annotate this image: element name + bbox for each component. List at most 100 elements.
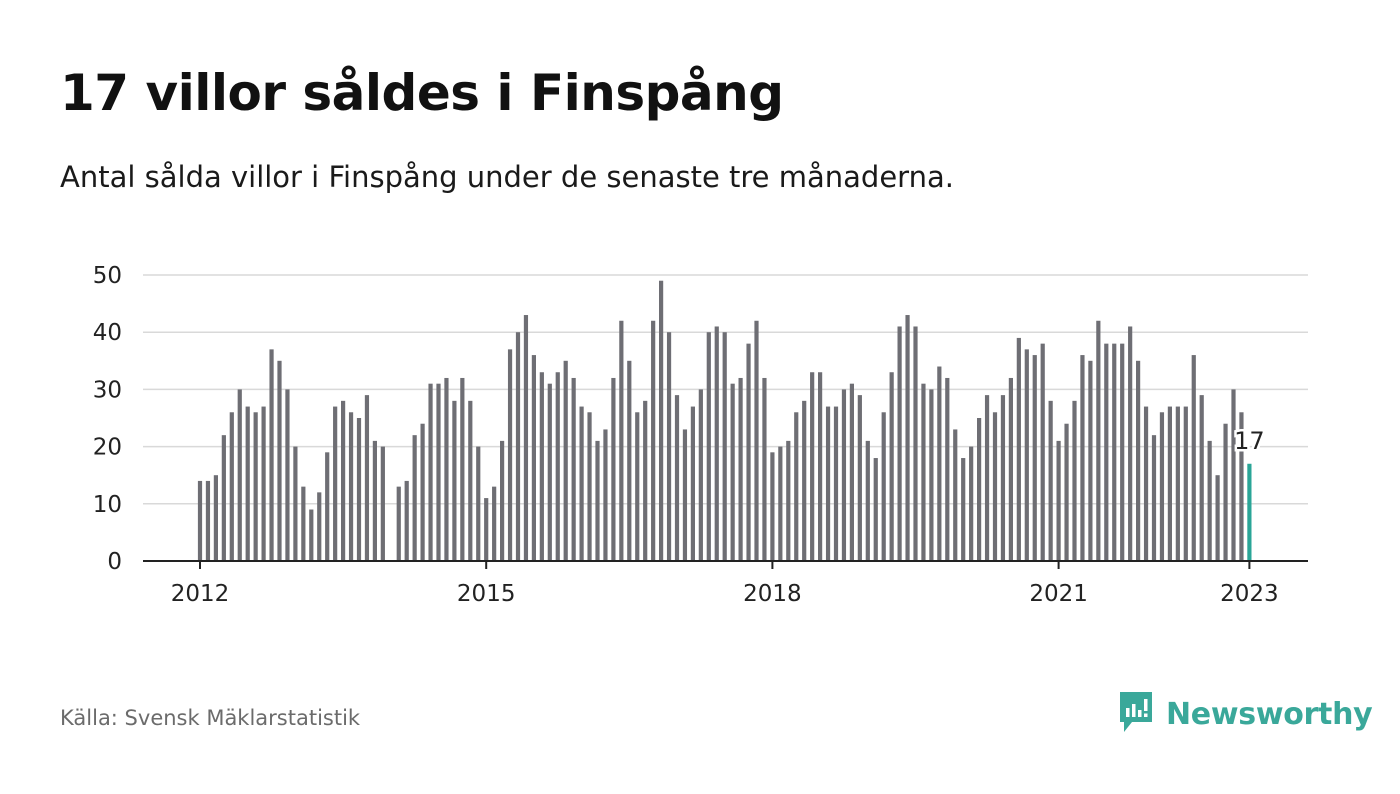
brand-name: Newsworthy bbox=[1166, 696, 1373, 732]
y-tick-label: 0 bbox=[107, 549, 122, 575]
bar bbox=[325, 452, 330, 561]
bar bbox=[818, 372, 823, 561]
bar bbox=[841, 389, 847, 561]
bar bbox=[492, 486, 497, 561]
bar bbox=[730, 383, 735, 561]
bar-highlight bbox=[1247, 463, 1252, 561]
bar bbox=[205, 480, 211, 561]
bar bbox=[1016, 337, 1021, 561]
bar bbox=[714, 326, 719, 561]
bar bbox=[396, 486, 401, 561]
bar bbox=[857, 395, 862, 561]
bar bbox=[579, 406, 584, 561]
bar bbox=[897, 326, 902, 561]
bar bbox=[1239, 412, 1244, 561]
x-tick-label: 2021 bbox=[1029, 581, 1088, 607]
y-axis-ticks: 0 10 20 30 40 50 bbox=[93, 263, 122, 575]
y-tick-label: 20 bbox=[93, 435, 122, 461]
bar bbox=[1024, 349, 1029, 561]
data-labels: 17 bbox=[1232, 424, 1268, 457]
bar-chart: 0 10 20 30 40 50 2012 2015 2018 2021 2023 17 bbox=[93, 263, 1308, 607]
chart-title: 17 villor såldes i Finspång bbox=[60, 64, 784, 122]
x-tick-label: 2012 bbox=[171, 581, 230, 607]
bar bbox=[555, 372, 560, 561]
bar bbox=[436, 383, 441, 561]
bar bbox=[460, 377, 465, 561]
bar bbox=[937, 366, 942, 561]
bar bbox=[1096, 320, 1101, 561]
bar bbox=[1136, 360, 1141, 561]
highlight-value-label: 17 bbox=[1234, 427, 1265, 455]
bar bbox=[905, 315, 910, 561]
bar bbox=[372, 440, 377, 561]
bar bbox=[754, 320, 759, 561]
bar bbox=[341, 400, 346, 561]
bar bbox=[571, 377, 576, 561]
bar bbox=[309, 509, 314, 561]
bar bbox=[1128, 326, 1133, 561]
bar bbox=[404, 480, 409, 561]
bar bbox=[531, 355, 536, 561]
bar bbox=[507, 349, 513, 561]
bar bbox=[229, 412, 234, 561]
y-tick-label: 50 bbox=[93, 263, 122, 289]
bar bbox=[412, 435, 417, 561]
bar bbox=[953, 429, 958, 561]
bar bbox=[1048, 400, 1053, 561]
bar bbox=[1104, 343, 1109, 561]
x-tick-label: 2015 bbox=[457, 581, 516, 607]
bar bbox=[1056, 440, 1061, 561]
bar bbox=[1112, 343, 1117, 561]
bar bbox=[651, 320, 656, 561]
bar bbox=[833, 406, 839, 561]
bar bbox=[889, 372, 894, 561]
bar bbox=[428, 383, 433, 561]
bar bbox=[1175, 406, 1180, 561]
bar bbox=[515, 332, 521, 561]
bar bbox=[301, 486, 306, 561]
x-tick-label: 2018 bbox=[743, 581, 802, 607]
bar bbox=[563, 360, 568, 561]
bar bbox=[261, 406, 266, 561]
bar bbox=[666, 332, 672, 561]
bar bbox=[802, 400, 807, 561]
bar bbox=[921, 383, 926, 561]
bar bbox=[277, 360, 282, 561]
bar bbox=[1231, 389, 1236, 561]
bar bbox=[587, 412, 592, 561]
bar bbox=[1207, 440, 1212, 561]
bar bbox=[1223, 423, 1228, 561]
bar bbox=[945, 377, 950, 561]
bar bbox=[285, 389, 290, 561]
bar bbox=[595, 440, 600, 561]
bar bbox=[348, 412, 354, 561]
bars bbox=[197, 280, 1252, 561]
bar bbox=[468, 400, 473, 561]
bar bbox=[476, 446, 481, 561]
bar bbox=[969, 446, 974, 561]
bar bbox=[762, 377, 767, 561]
bar bbox=[778, 446, 783, 561]
bar bbox=[539, 372, 544, 561]
bar bbox=[1064, 423, 1069, 561]
bar bbox=[881, 412, 886, 561]
bar bbox=[221, 435, 226, 561]
bar bbox=[213, 475, 218, 561]
bar bbox=[913, 326, 918, 561]
bar bbox=[269, 349, 274, 561]
bar bbox=[1040, 343, 1045, 561]
bar bbox=[619, 320, 624, 561]
bar bbox=[643, 400, 648, 561]
bar bbox=[849, 383, 854, 561]
bar bbox=[333, 406, 338, 561]
bar bbox=[523, 315, 529, 561]
bar bbox=[380, 446, 385, 561]
brand-logo[interactable]: Newsworthy bbox=[1118, 690, 1373, 738]
bar bbox=[977, 418, 982, 561]
bar bbox=[547, 383, 552, 561]
bar bbox=[929, 389, 934, 561]
bar bbox=[1167, 406, 1172, 561]
bar bbox=[1199, 395, 1204, 561]
bar bbox=[722, 332, 727, 561]
bar bbox=[444, 377, 449, 561]
